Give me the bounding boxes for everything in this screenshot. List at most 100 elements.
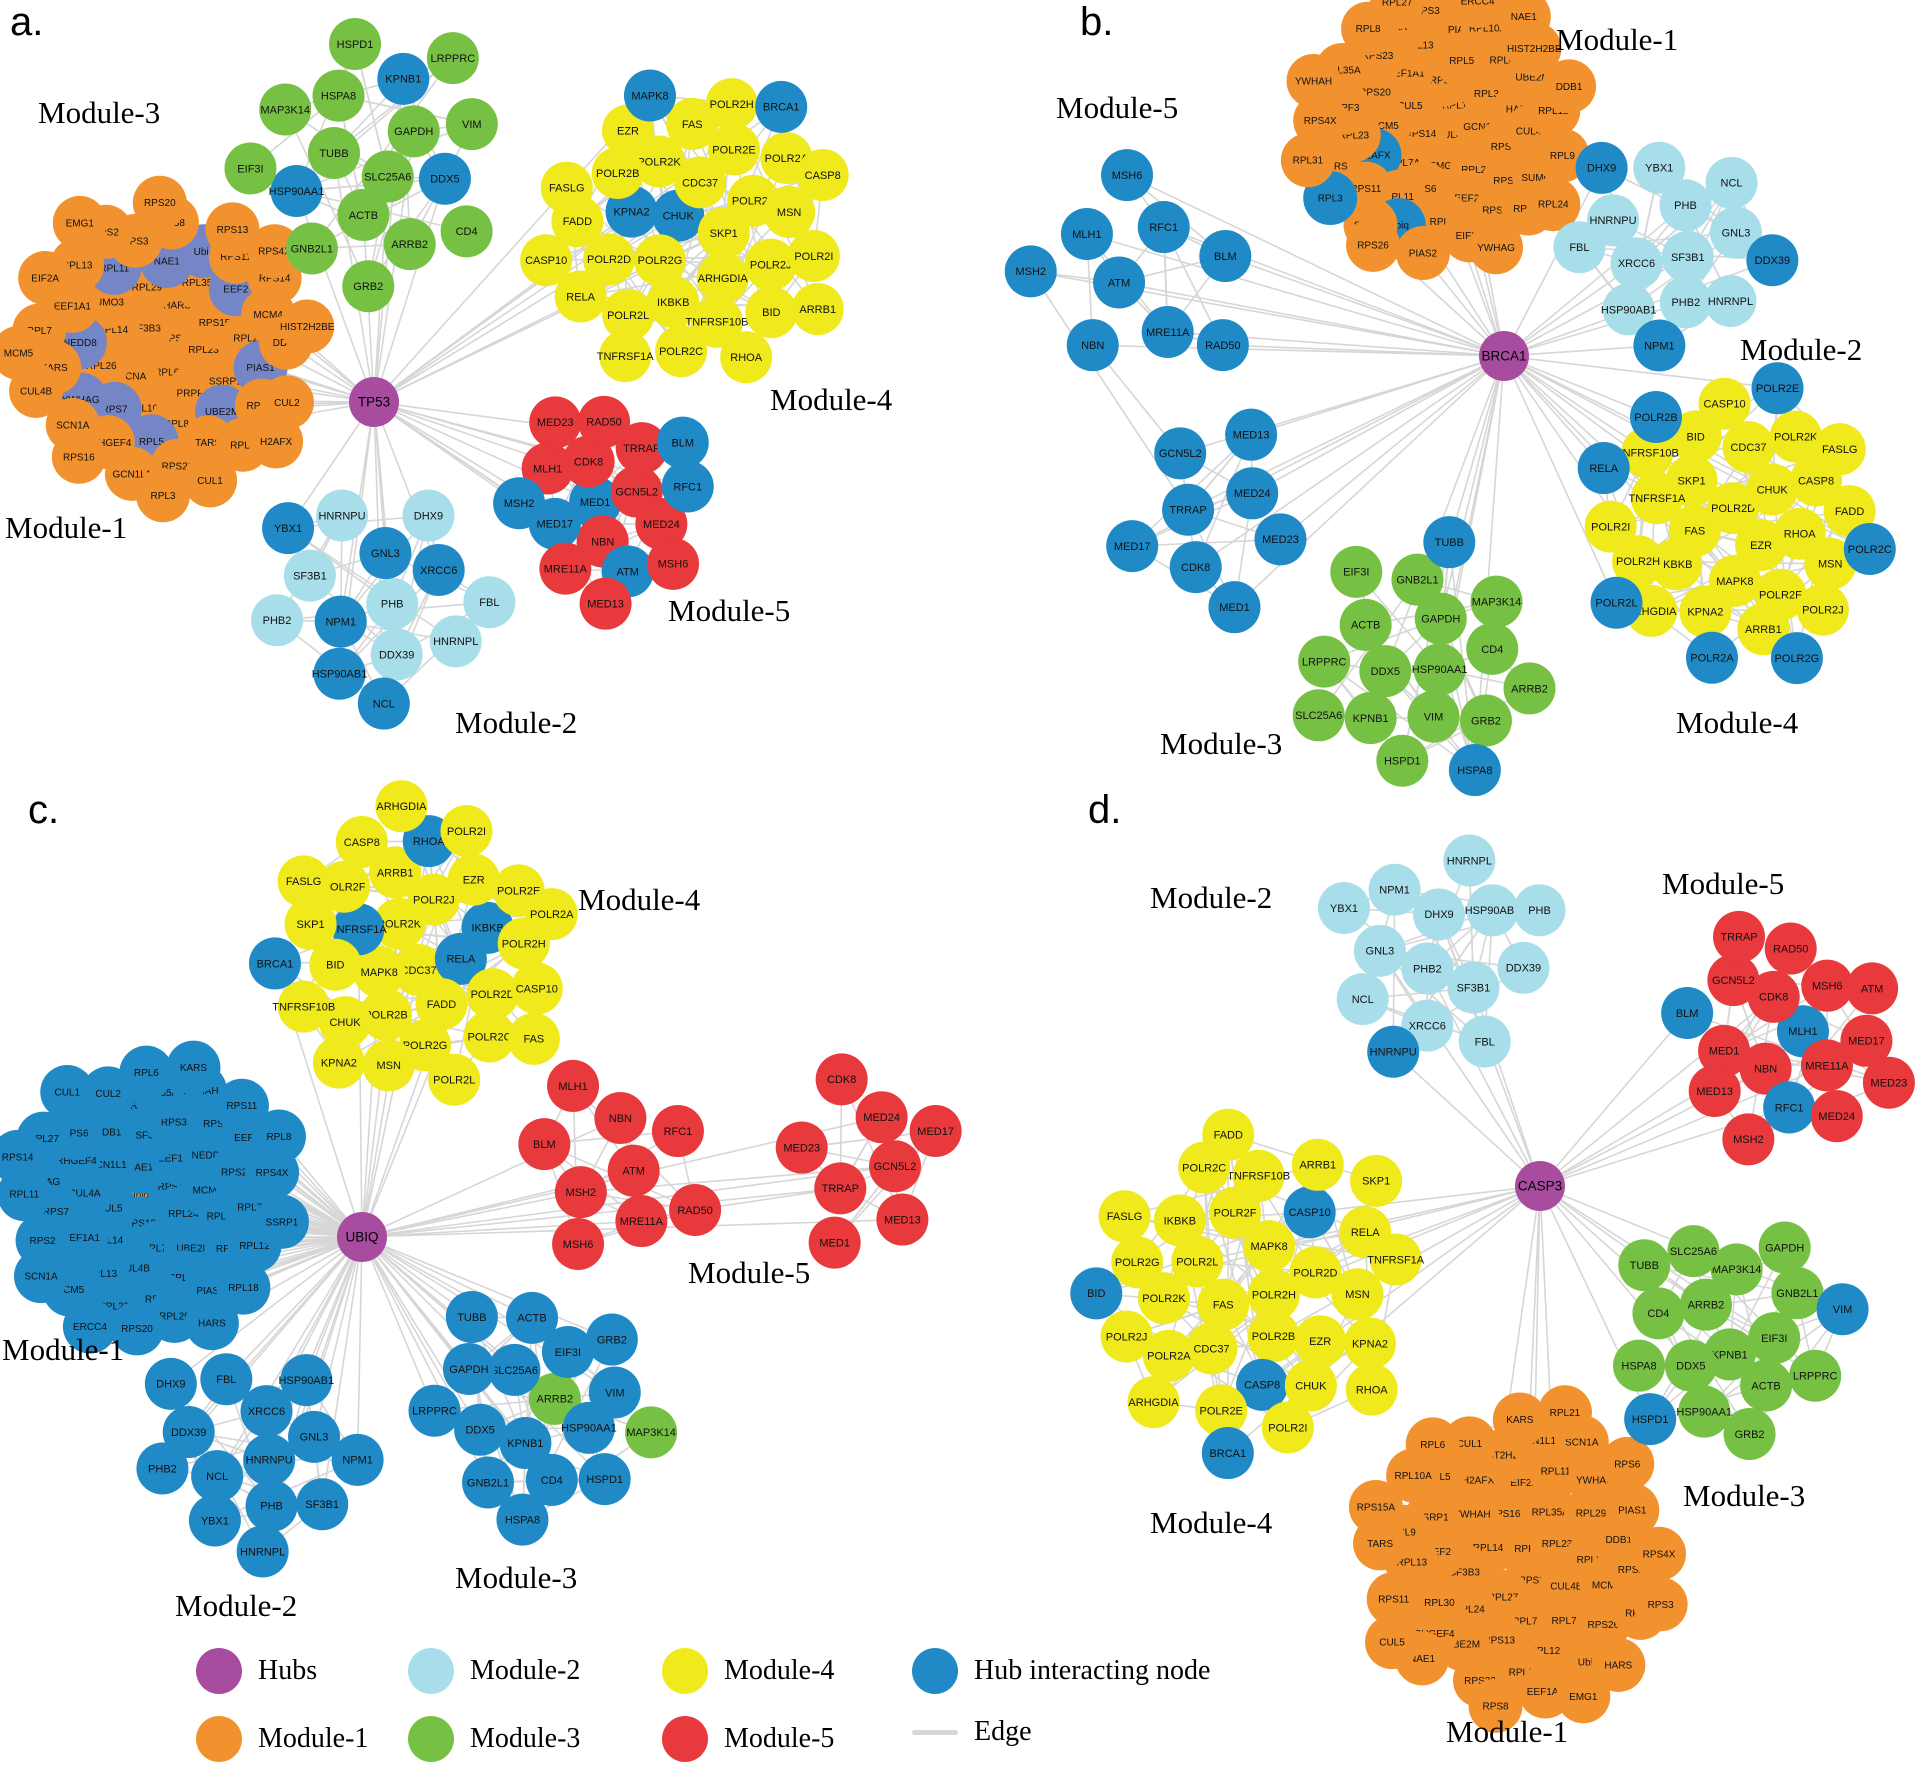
node-fbl[interactable] [200,1353,253,1406]
node-polr2c[interactable] [655,325,708,378]
node-ddx39[interactable] [162,1406,215,1459]
node-hnrnpu[interactable] [1367,1025,1420,1078]
node-kars[interactable] [1492,1392,1547,1447]
node-gapdh[interactable] [1414,592,1467,645]
node-gnl3[interactable] [1353,924,1406,977]
node-npm1[interactable] [331,1433,384,1486]
node-atm[interactable] [607,1144,660,1197]
node-faslg[interactable] [1098,1190,1151,1243]
node-hnrnpu[interactable] [243,1433,296,1486]
node-ywhag[interactable] [1469,220,1524,275]
node-trrap[interactable] [814,1162,867,1215]
node-atm[interactable] [1846,962,1899,1015]
node-tubb[interactable] [445,1290,498,1343]
node-msh2[interactable] [493,477,546,530]
node-med1[interactable] [808,1216,861,1269]
node-polr2i[interactable] [1261,1401,1314,1454]
node-rps3[interactable] [1633,1577,1688,1632]
node-gnb2l1[interactable] [285,222,338,275]
node-actb[interactable] [337,188,390,241]
node-ddx5[interactable] [418,152,471,205]
node-hnrnpl[interactable] [429,615,482,668]
node-cd4[interactable] [525,1453,578,1506]
node-polr2b[interactable] [360,988,413,1041]
node-polr2l[interactable] [428,1053,481,1106]
node-chuk[interactable] [319,996,372,1049]
node-polr2g[interactable] [1111,1236,1164,1289]
node-polr2e[interactable] [708,123,761,176]
node-lrpprc[interactable] [1298,635,1351,688]
node-tnfrsf10b[interactable] [691,295,744,348]
node-polr2l[interactable] [602,288,655,341]
node-tnfrsf1a[interactable] [1630,472,1683,525]
node-ddx39[interactable] [1746,234,1799,287]
node-mlh1[interactable] [1060,208,1113,261]
hub-node-casp3[interactable] [1515,1161,1565,1211]
node-dhx9[interactable] [1575,141,1628,194]
node-hnrnpl[interactable] [236,1525,289,1578]
node-ybx1[interactable] [1317,881,1370,934]
node-rps6[interactable] [1600,1436,1655,1491]
node-med24[interactable] [635,498,688,551]
node-arhgdia[interactable] [375,780,428,833]
node-blm[interactable] [656,416,709,469]
node-gapdh[interactable] [1758,1221,1811,1274]
node-npm1[interactable] [314,595,367,648]
node-msh6[interactable] [552,1218,605,1271]
node-ezr[interactable] [447,853,500,906]
node-phb2[interactable] [1401,942,1454,995]
node-ncl[interactable] [191,1450,244,1503]
node-mre11a[interactable] [1141,305,1194,358]
node-med17[interactable] [1840,1014,1893,1067]
node-grb2[interactable] [1459,694,1512,747]
node-ybx1[interactable] [188,1494,241,1547]
node-eif3i[interactable] [1748,1312,1801,1365]
node-mlh1[interactable] [547,1059,600,1112]
node-arrb1[interactable] [369,846,422,899]
node-phb[interactable] [1659,179,1712,232]
node-ncl[interactable] [1705,156,1758,209]
node-med23[interactable] [775,1121,828,1174]
node-rps11[interactable] [214,1078,269,1133]
node-fas[interactable] [666,97,719,150]
node-ybx1[interactable] [262,502,315,555]
node-cdc37[interactable] [1185,1322,1238,1375]
node-rpl3[interactable] [135,468,190,523]
node-rfc1[interactable] [1763,1081,1816,1134]
node-phb2[interactable] [1659,276,1712,329]
node-hsp90ab1[interactable] [1602,283,1655,336]
node-med24[interactable] [855,1091,908,1144]
node-trrap[interactable] [1162,483,1215,536]
node-msh6[interactable] [1101,149,1154,202]
node-dhx9[interactable] [1412,888,1465,941]
node-tubb[interactable] [1618,1239,1671,1292]
node-npm1[interactable] [1368,863,1421,916]
node-hspd1[interactable] [1376,734,1429,787]
node-actb[interactable] [1339,598,1392,651]
node-chuk[interactable] [1746,463,1799,516]
node-rela[interactable] [554,270,607,323]
node-rpl21[interactable] [1537,1385,1592,1440]
node-ikbkb[interactable] [1650,538,1703,591]
node-ddx39[interactable] [1497,941,1550,994]
node-polr2f[interactable] [318,860,371,913]
node-med17[interactable] [1106,520,1159,573]
node-mre11a[interactable] [615,1195,668,1248]
node-hnrnpl[interactable] [1443,834,1496,887]
node-gapdh[interactable] [442,1342,495,1395]
node-polr2c[interactable] [1843,523,1896,576]
node-polr2e[interactable] [1751,362,1804,415]
node-ddx5[interactable] [1359,645,1412,698]
node-rpl31[interactable] [1280,133,1335,188]
node-ssrp1[interactable] [254,1194,309,1249]
node-blm[interactable] [1661,986,1714,1039]
node-kpnb1[interactable] [377,52,430,105]
node-gnb2l1[interactable] [1391,553,1444,606]
node-med1[interactable] [1698,1024,1751,1077]
node-hspd1[interactable] [329,18,382,71]
node-ddx5[interactable] [454,1403,507,1456]
node-scn1a[interactable] [13,1249,68,1304]
node-casp8[interactable] [335,815,388,868]
node-msn[interactable] [1331,1268,1384,1321]
node-map3k14[interactable] [1470,575,1523,628]
